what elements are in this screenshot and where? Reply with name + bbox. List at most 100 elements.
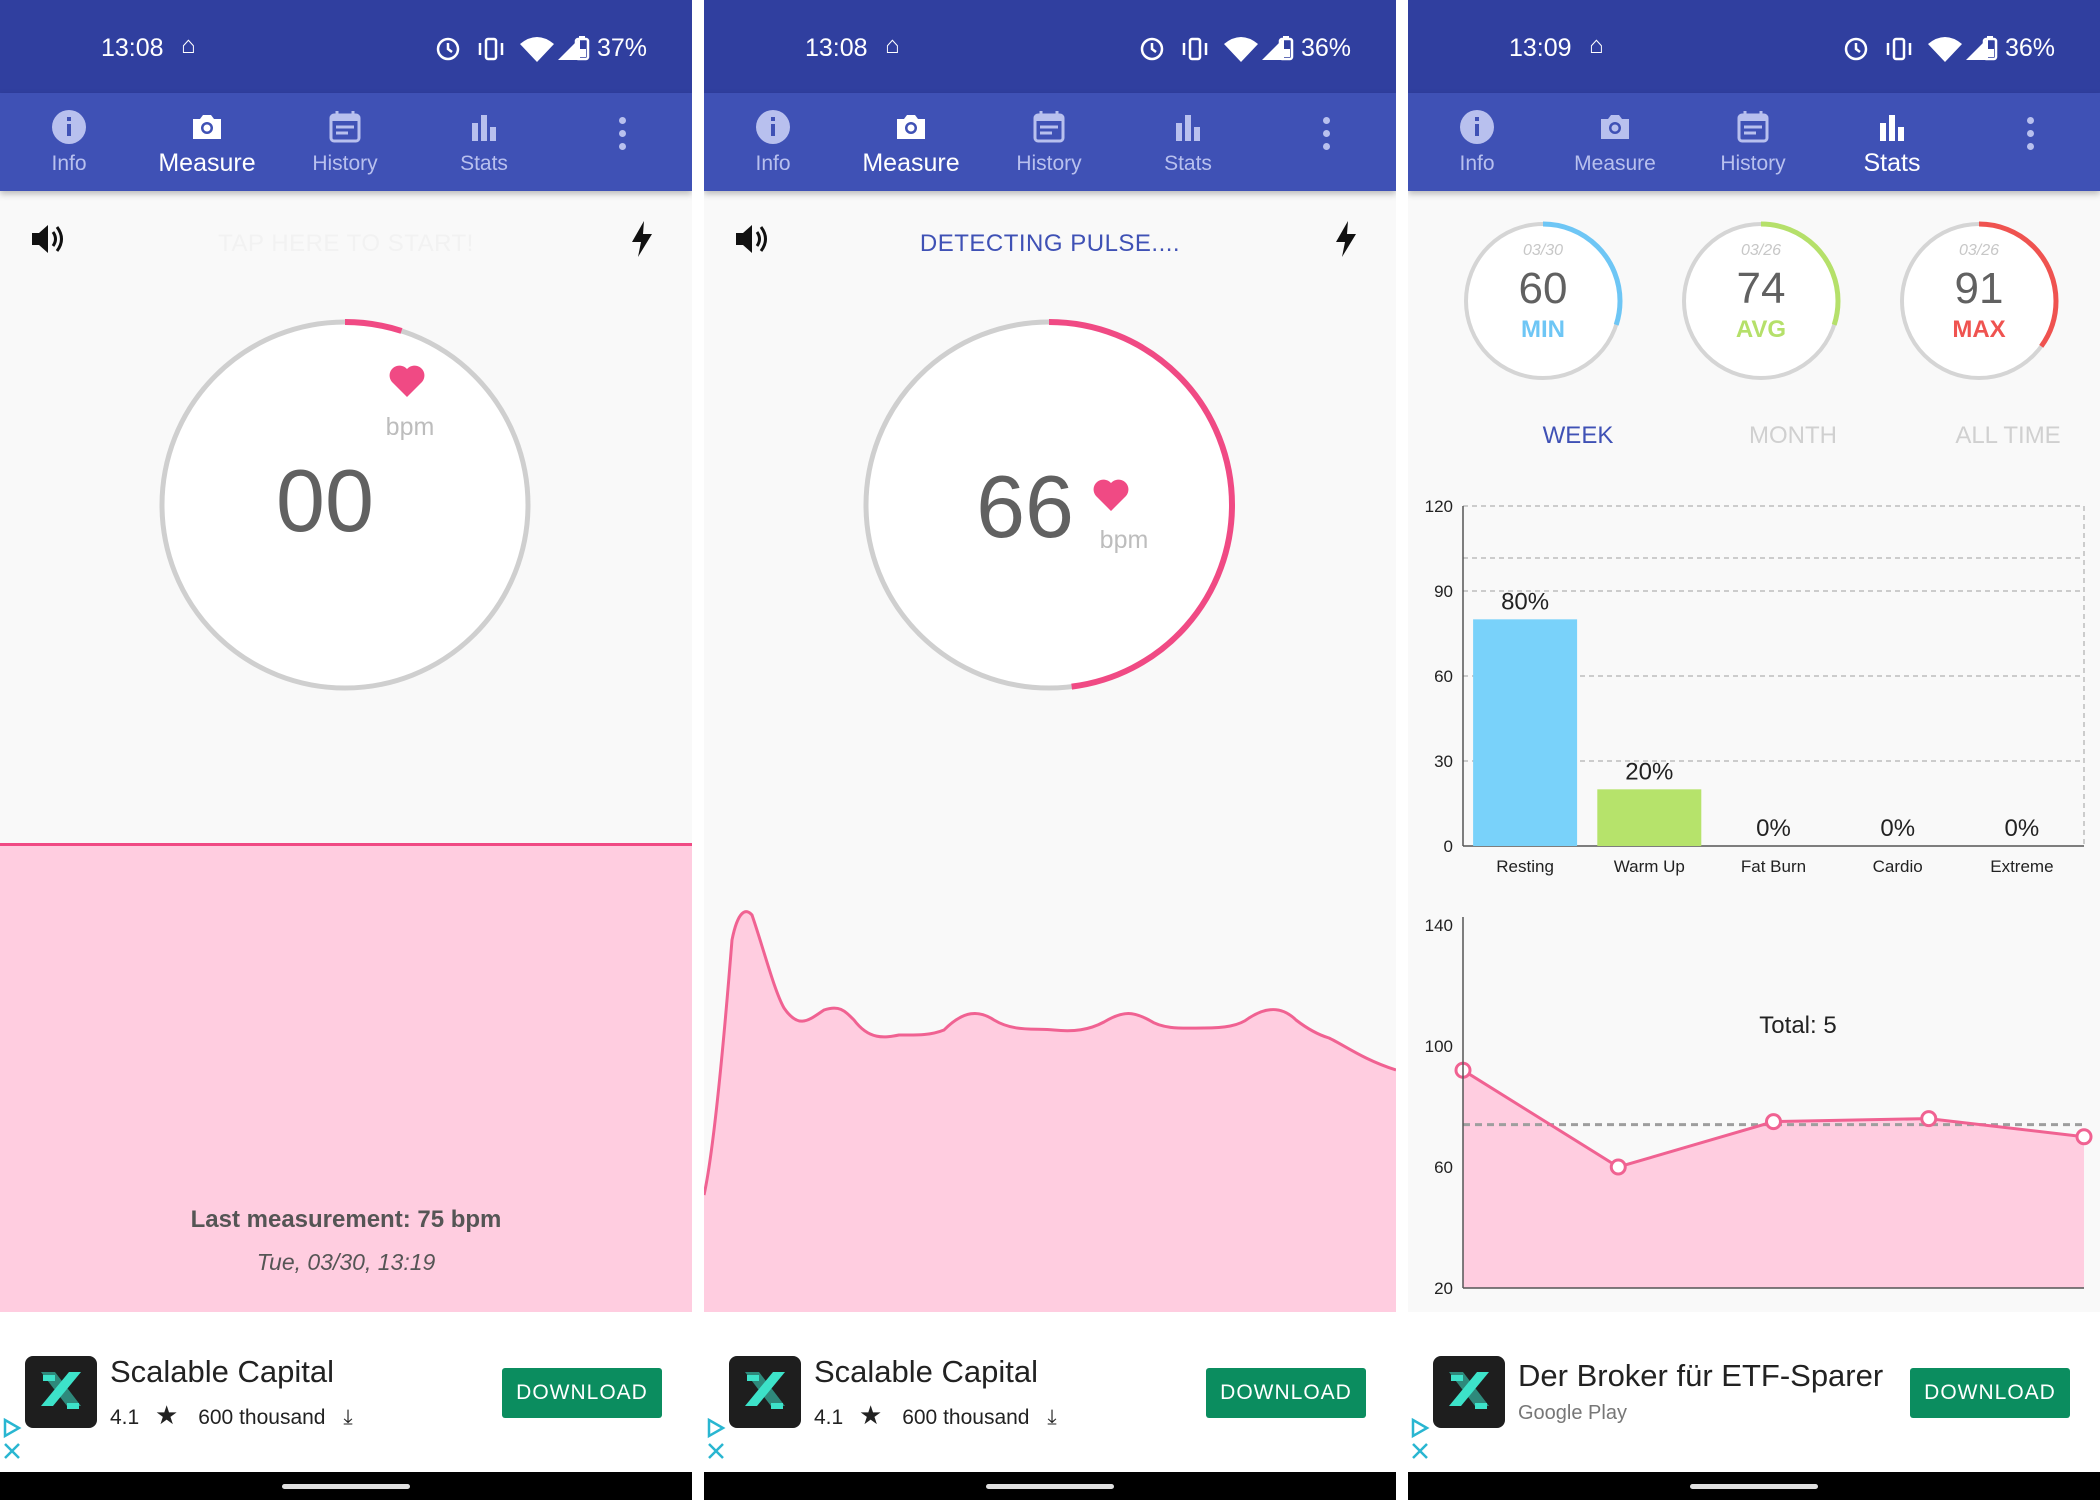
ad-downloads: 600 thousand [198, 1406, 326, 1429]
status-time: 13:08 [101, 34, 164, 62]
tab-measure[interactable]: Measure [846, 93, 976, 191]
ad-banner[interactable]: Scalable Capital 4.1 ★ 600 thousand ⤓ DO… [704, 1312, 1396, 1472]
flash-icon[interactable] [628, 220, 656, 258]
bar-data-label: 0% [2005, 815, 2040, 842]
y-tick-label: 30 [1434, 752, 1453, 771]
ad-rating: 4.1 [814, 1406, 844, 1429]
heart-icon [1093, 479, 1129, 511]
bar-chart-icon [472, 115, 496, 141]
adchoices-icon[interactable] [706, 1416, 726, 1460]
gauge-value: 91 [1954, 264, 2004, 313]
home-app-icon: ⌂ [181, 32, 196, 59]
last-measurement: Last measurement: 75 bpm [190, 1206, 502, 1233]
tab-label: History [1016, 152, 1082, 175]
y-tick-label: 90 [1434, 582, 1453, 601]
sound-icon[interactable] [30, 222, 66, 256]
ad-title: Scalable Capital [110, 1354, 335, 1389]
gauge-ring [1899, 221, 2059, 381]
tab-measure[interactable]: Measure [1550, 93, 1680, 191]
y-tick-label: 120 [1425, 497, 1453, 516]
x-tick-label: Cardio [1873, 857, 1923, 876]
tab-info[interactable]: Info [4, 93, 134, 191]
scalable-logo-icon [25, 1356, 97, 1428]
overflow-menu-icon[interactable] [606, 111, 638, 171]
ad-banner[interactable]: Der Broker für ETF-Sparer Google Play DO… [1408, 1312, 2100, 1472]
tab-history[interactable]: History [984, 93, 1114, 191]
home-app-icon: ⌂ [885, 32, 900, 59]
pulse-waveform [704, 910, 1396, 1313]
period-all-time[interactable]: ALL TIME [1955, 422, 2061, 449]
tab-label: Stats [1164, 152, 1212, 175]
home-gesture-pill[interactable] [1690, 1484, 1818, 1489]
status-icons [1844, 37, 1988, 62]
status-icons [1140, 37, 1284, 62]
bar-warm-up[interactable] [1597, 789, 1702, 846]
tab-stats[interactable]: Stats [1123, 93, 1253, 191]
trend-point[interactable] [1765, 1113, 1782, 1131]
adchoices-icon[interactable] [2, 1416, 22, 1460]
tab-history[interactable]: History [280, 93, 410, 191]
scalable-logo-icon [729, 1356, 801, 1428]
calendar-icon [1033, 111, 1065, 143]
overflow-menu-icon[interactable] [1310, 111, 1342, 171]
ad-title: Der Broker für ETF-Sparer [1518, 1358, 1884, 1393]
period-month[interactable]: MONTH [1749, 422, 1837, 449]
tab-stats[interactable]: Stats [1827, 93, 1957, 191]
ad-meta: 4.1 ★ 600 thousand ⤓ [110, 1400, 353, 1431]
ad-meta: 4.1 ★ 600 thousand ⤓ [814, 1400, 1057, 1431]
tab-measure[interactable]: Measure [142, 93, 272, 191]
ad-title: Scalable Capital [814, 1354, 1039, 1389]
status-time: 13:09 [1509, 34, 1572, 62]
tab-history[interactable]: History [1688, 93, 1818, 191]
start-prompt[interactable]: TAP HERE TO START! [218, 230, 474, 257]
bar-data-label: 0% [1756, 815, 1791, 842]
heart-icon [389, 365, 425, 397]
flash-icon[interactable] [1332, 220, 1360, 258]
summary-gauge-min: 03/30 60 MIN [1460, 218, 1626, 384]
gauge-label: MIN [1521, 316, 1565, 343]
star-icon: ★ [155, 1400, 179, 1430]
tab-label: Stats [1863, 149, 1921, 177]
tab-label: History [1720, 152, 1786, 175]
battery-percent: 36% [1301, 34, 1352, 62]
pulse-dial[interactable] [150, 310, 540, 700]
trend-point[interactable] [2075, 1128, 2093, 1146]
pulse-value: 00 [276, 451, 374, 550]
camera-icon [193, 115, 221, 139]
adchoices-icon[interactable] [1410, 1416, 1430, 1460]
phone-screen-stats: 13:09 ⌂ 36% Info Measure History Stats 0 [1408, 0, 2100, 1500]
y-tick-label: 0 [1444, 837, 1453, 856]
x-tick-label: Warm Up [1614, 857, 1685, 876]
ad-downloads: 600 thousand [902, 1406, 1030, 1429]
tab-info[interactable]: Info [1412, 93, 1542, 191]
tab-label: Info [1459, 152, 1495, 175]
heart-rate-trend-chart: 20 60 100 140 [1425, 916, 2093, 1298]
bar-chart-icon [1176, 115, 1200, 141]
tab-label: Measure [1574, 152, 1656, 175]
tab-stats[interactable]: Stats [419, 93, 549, 191]
download-button[interactable]: DOWNLOAD [1910, 1368, 2070, 1418]
period-week[interactable]: WEEK [1542, 422, 1614, 449]
info-icon [756, 110, 790, 144]
home-gesture-pill[interactable] [282, 1484, 410, 1489]
pulse-dial[interactable] [854, 310, 1244, 700]
overflow-menu-icon[interactable] [2014, 111, 2046, 171]
status-bar: 13:08 ⌂ 36% [704, 0, 1396, 93]
trend-point[interactable] [1920, 1110, 1938, 1128]
ad-banner[interactable]: Scalable Capital 4.1 ★ 600 thousand ⤓ DO… [0, 1312, 692, 1472]
bar-resting[interactable] [1473, 619, 1578, 846]
download-button[interactable]: DOWNLOAD [502, 1368, 662, 1418]
gauge-value: 60 [1518, 264, 1568, 313]
x-tick-label: Extreme [1990, 857, 2053, 876]
home-gesture-pill[interactable] [986, 1484, 1114, 1489]
heart-zone-bar-chart: 0 30 60 90 120 80% Resting 20% Warm Up 0% Fat Burn… [1425, 497, 2085, 876]
gauge-label: AVG [1735, 316, 1787, 343]
gauge-date: 03/26 [1958, 242, 2000, 259]
gauge-label: MAX [1952, 316, 2006, 343]
sound-icon[interactable] [734, 222, 770, 256]
x-tick-label: Fat Burn [1741, 857, 1806, 876]
trend-point[interactable] [1609, 1158, 1627, 1176]
tab-info[interactable]: Info [708, 93, 838, 191]
y-tick-label: 140 [1425, 916, 1453, 935]
download-button[interactable]: DOWNLOAD [1206, 1368, 1366, 1418]
